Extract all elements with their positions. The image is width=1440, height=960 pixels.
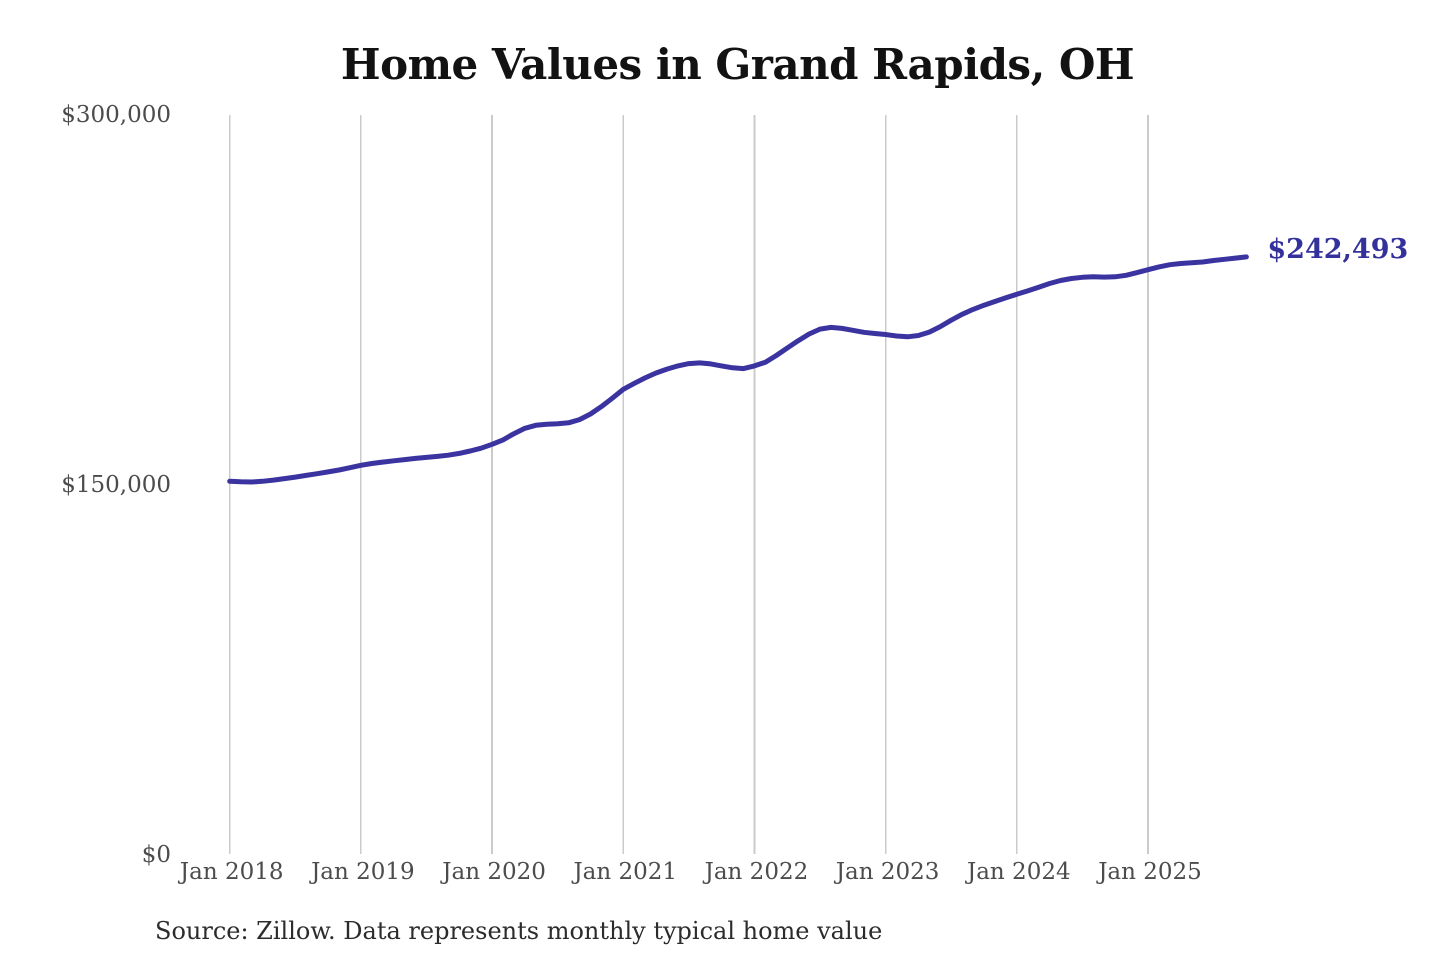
x-tick-label: Jan 2023 [834,859,940,885]
x-tick-label: Jan 2021 [571,859,677,885]
chart-title: Home Values in Grand Rapids, OH [340,40,1135,89]
x-tick-label: Jan 2018 [178,859,284,885]
x-tick-label: Jan 2024 [965,859,1071,885]
x-tick-label: Jan 2020 [440,859,546,885]
x-tick-label: Jan 2019 [309,859,415,885]
home-value-series-line [227,254,1249,485]
x-tick-label: Jan 2025 [1096,859,1202,885]
y-tick-label: $0 [142,842,171,868]
y-tick-label: $300,000 [61,102,171,128]
y-tick-label: $150,000 [61,472,171,498]
latest-value-label: $242,493 [1267,233,1409,265]
x-tick-label: Jan 2022 [703,859,809,885]
source-note: Source: Zillow. Data represents monthly … [155,917,883,945]
